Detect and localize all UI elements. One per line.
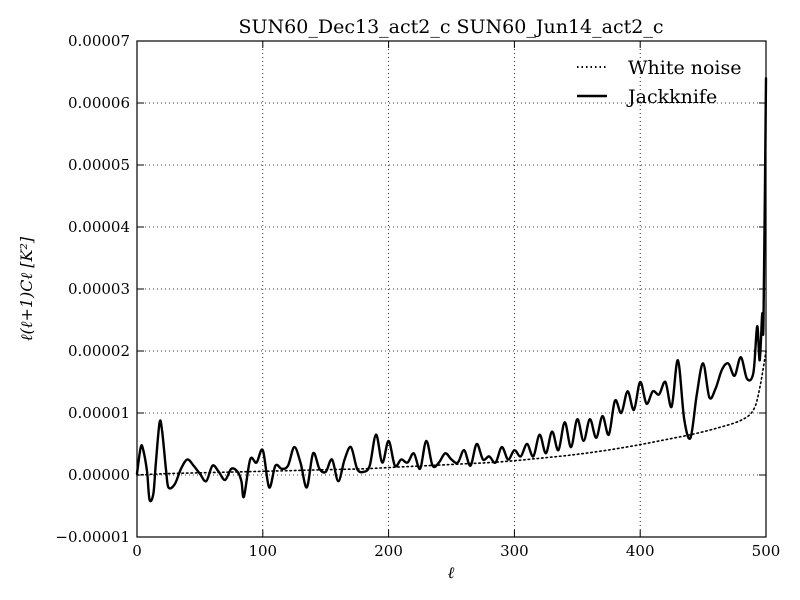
y-tick-label: 0.00002	[68, 342, 130, 360]
x-tick-label: 400	[626, 542, 655, 560]
y-tick-label: 0.00007	[68, 32, 130, 50]
x-tick-label: 300	[500, 542, 529, 560]
x-tick-label: 100	[248, 542, 277, 560]
y-tick-label: 0.00001	[68, 404, 130, 422]
series-white-noise-line	[136, 350, 767, 476]
series-jackknife-line	[135, 77, 768, 503]
y-tick-label: −0.00001	[55, 528, 130, 546]
y-tick-label: 0.00003	[68, 280, 130, 298]
y-tick-label: 0.00006	[68, 94, 130, 112]
x-tick-label: 0	[132, 542, 142, 560]
y-axis-label: ℓ(ℓ+1)Cℓ [K²]	[17, 236, 36, 341]
x-tick-label: 500	[752, 542, 781, 560]
y-tick-label: 0.00000	[68, 466, 130, 484]
x-axis-label: ℓ	[448, 563, 455, 582]
legend-jackknife-label: Jackknife	[626, 86, 717, 108]
chart-title: SUN60_Dec13_act2_c SUN60_Jun14_act2_c	[239, 16, 664, 38]
y-tick-label: 0.00004	[68, 218, 130, 236]
grid-lines	[137, 41, 766, 537]
legend: White noise Jackknife	[577, 57, 742, 108]
x-tick-label: 200	[374, 542, 403, 560]
plot-area	[135, 77, 768, 503]
legend-white-noise-label: White noise	[628, 57, 742, 79]
y-tick-label: 0.00005	[68, 156, 130, 174]
axis-ticks: 0 100 200 300 400 500 −0.00001 0.00000 0.00001 0.…	[55, 32, 780, 560]
